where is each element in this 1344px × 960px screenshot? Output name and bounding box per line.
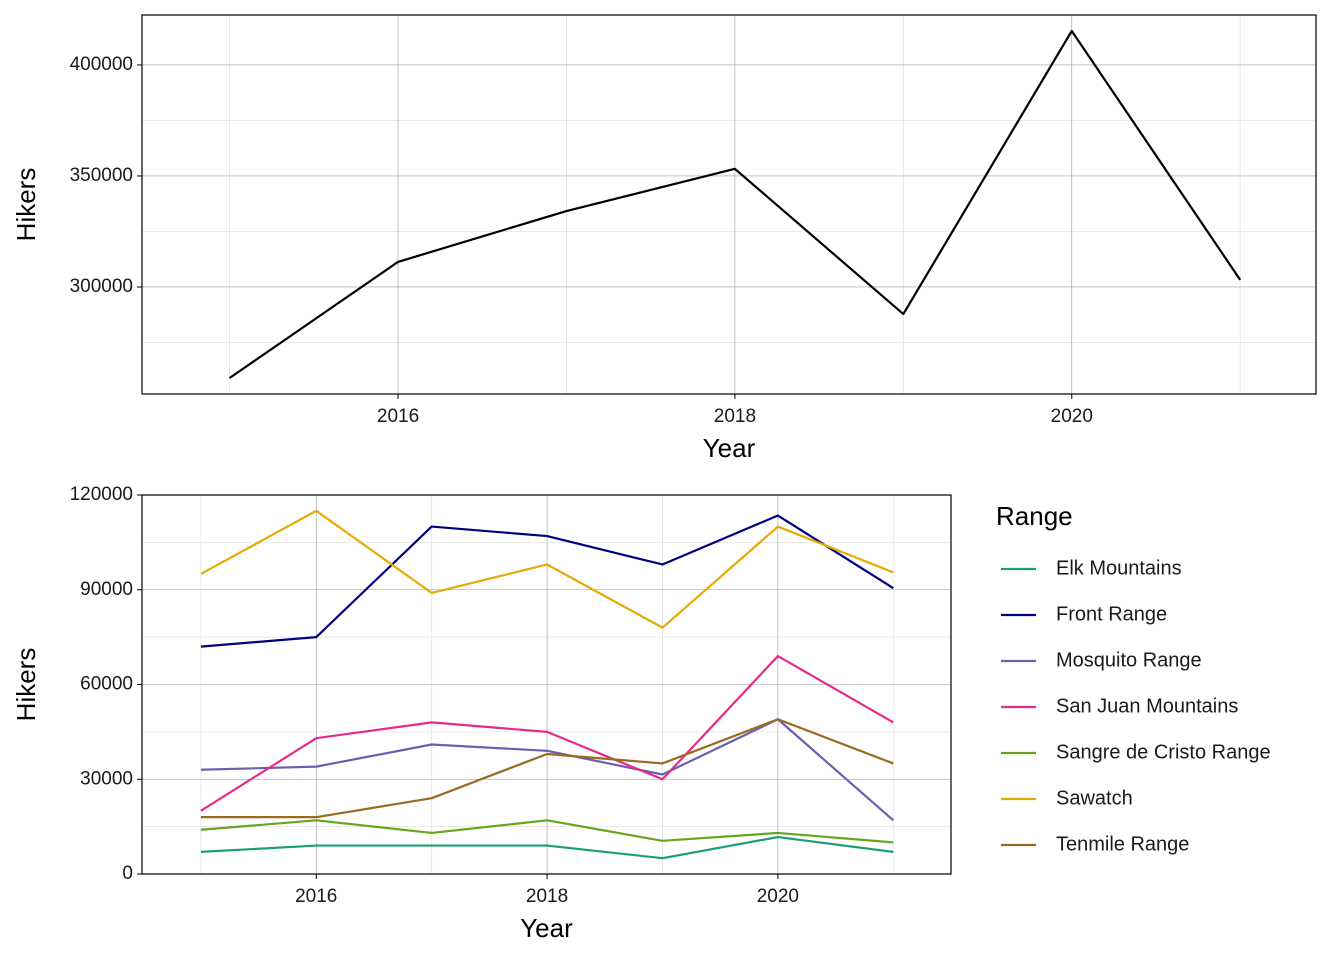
legend-label: Sawatch	[1056, 787, 1133, 809]
y-tick-label: 0	[122, 863, 133, 884]
y-tick-label: 90000	[80, 579, 133, 600]
series-line	[200, 509, 894, 629]
series-line	[228, 29, 1242, 379]
legend-label: Sangre de Cristo Range	[1056, 741, 1271, 763]
y-tick-label: 60000	[80, 674, 133, 695]
legend-title: Range	[996, 501, 1073, 531]
legend-label: Front Range	[1056, 603, 1167, 625]
y-tick-label: 30000	[80, 768, 133, 789]
x-tick-label: 2016	[295, 886, 337, 907]
y-tick-label: 350000	[70, 165, 133, 186]
x-tick-label: 2018	[714, 406, 756, 427]
x-axis-title: Year	[703, 433, 756, 463]
series-line	[200, 835, 894, 860]
y-axis-title: Hikers	[11, 648, 41, 722]
legend-label: Tenmile Range	[1056, 833, 1189, 855]
x-tick-label: 2016	[377, 406, 419, 427]
series-line	[200, 819, 894, 844]
y-axis-title: Hikers	[11, 168, 41, 242]
x-tick-label: 2020	[1051, 406, 1093, 427]
legend-label: Elk Mountains	[1056, 557, 1182, 579]
series-line	[200, 514, 894, 648]
y-tick-label: 120000	[70, 484, 133, 505]
x-axis-title: Year	[520, 913, 573, 943]
y-tick-label: 300000	[70, 276, 133, 297]
panel-border	[141, 14, 1317, 395]
legend-label: San Juan Mountains	[1056, 695, 1238, 717]
series-line	[200, 654, 894, 812]
series-line	[200, 718, 894, 819]
panel-border	[141, 494, 952, 875]
y-tick-label: 400000	[70, 54, 133, 75]
legend-label: Mosquito Range	[1056, 649, 1202, 671]
x-tick-label: 2018	[526, 886, 568, 907]
x-tick-label: 2020	[757, 886, 799, 907]
